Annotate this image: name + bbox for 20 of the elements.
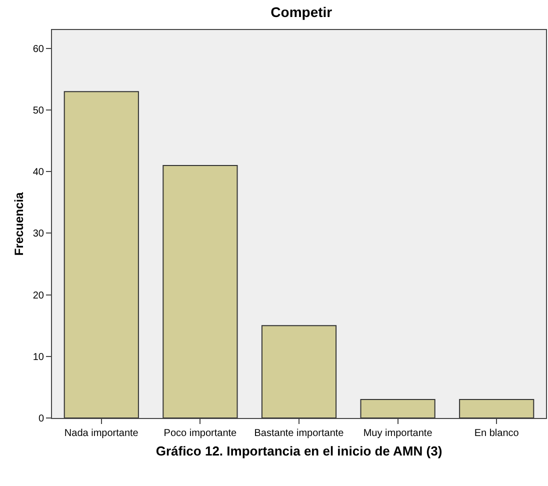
x-axis-title: Gráfico 12. Importancia en el inicio de AMN (3) — [156, 444, 442, 459]
y-tick-label: 20 — [32, 290, 44, 302]
bar — [459, 399, 534, 418]
y-tick-label: 40 — [32, 167, 44, 178]
y-axis-title: Frecuencia — [12, 192, 26, 256]
x-tick-label: Nada importante — [64, 428, 139, 439]
x-tick-label: Bastante importante — [254, 428, 344, 439]
bar — [360, 399, 436, 418]
y-tick-label: 10 — [32, 352, 44, 363]
y-tick-label: 50 — [32, 106, 44, 117]
x-tick-label: En blanco — [474, 428, 520, 439]
y-tick-label: 30 — [32, 228, 44, 240]
y-tick-label: 60 — [32, 44, 44, 55]
bar — [162, 164, 238, 418]
chart-title: Competir — [270, 4, 333, 20]
bar — [261, 325, 337, 418]
y-tick-label: 0 — [38, 414, 44, 424]
x-tick-label: Muy importante — [363, 428, 433, 439]
x-tick-label: Poco importante — [164, 428, 238, 439]
bar — [64, 91, 139, 418]
